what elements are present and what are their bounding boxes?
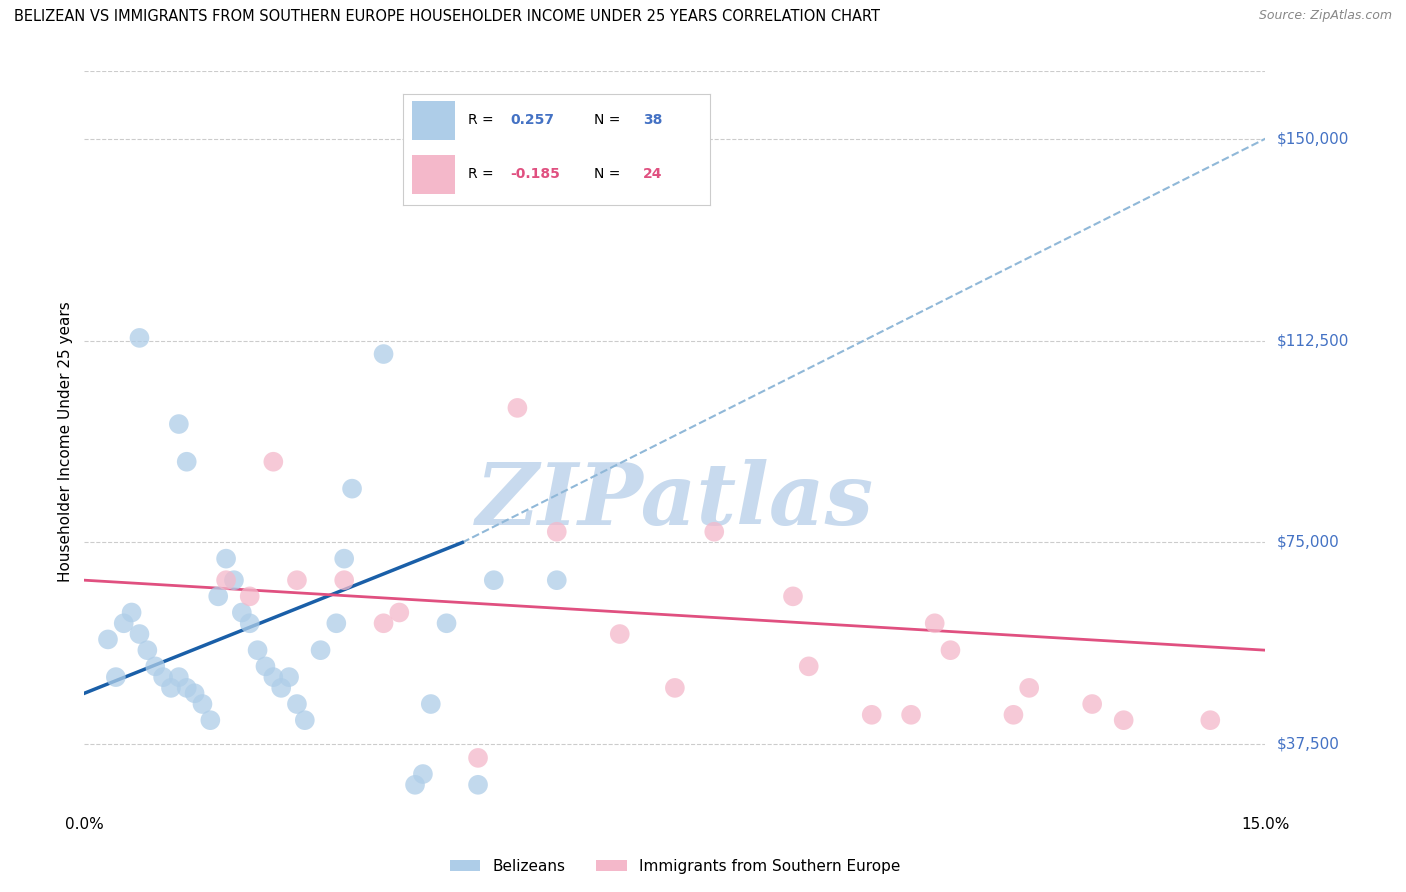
- Point: [939, 643, 962, 657]
- Point: [546, 573, 568, 587]
- Point: [325, 616, 347, 631]
- Point: [136, 643, 159, 657]
- Point: [467, 778, 489, 792]
- Point: [436, 616, 458, 631]
- Point: [215, 551, 238, 566]
- Point: [609, 627, 631, 641]
- Point: [262, 670, 284, 684]
- Point: [239, 616, 262, 631]
- Point: [207, 590, 229, 604]
- Point: [404, 778, 426, 792]
- Point: [128, 331, 150, 345]
- Point: [222, 573, 245, 587]
- Point: [309, 643, 332, 657]
- Point: [262, 455, 284, 469]
- Point: [246, 643, 269, 657]
- Point: [121, 606, 143, 620]
- Point: [1018, 681, 1040, 695]
- Point: [215, 573, 238, 587]
- Point: [183, 686, 205, 700]
- Point: [231, 606, 253, 620]
- Legend: Belizeans, Immigrants from Southern Europe: Belizeans, Immigrants from Southern Euro…: [443, 853, 907, 880]
- Point: [333, 573, 356, 587]
- Text: Source: ZipAtlas.com: Source: ZipAtlas.com: [1258, 9, 1392, 22]
- Text: ZIPatlas: ZIPatlas: [475, 459, 875, 542]
- Point: [104, 670, 127, 684]
- Point: [506, 401, 529, 415]
- Point: [797, 659, 820, 673]
- Point: [270, 681, 292, 695]
- Point: [143, 659, 166, 673]
- Y-axis label: Householder Income Under 25 years: Householder Income Under 25 years: [58, 301, 73, 582]
- Point: [412, 767, 434, 781]
- Text: $150,000: $150,000: [1277, 131, 1348, 146]
- Point: [160, 681, 183, 695]
- Point: [860, 707, 883, 722]
- Point: [782, 590, 804, 604]
- Point: [239, 590, 262, 604]
- Point: [546, 524, 568, 539]
- Point: [285, 697, 308, 711]
- Point: [664, 681, 686, 695]
- Text: $37,500: $37,500: [1277, 737, 1340, 752]
- Point: [388, 606, 411, 620]
- Point: [200, 713, 222, 727]
- Point: [373, 616, 395, 631]
- Point: [112, 616, 135, 631]
- Point: [1002, 707, 1025, 722]
- Text: $112,500: $112,500: [1277, 333, 1348, 348]
- Point: [254, 659, 277, 673]
- Point: [294, 713, 316, 727]
- Point: [703, 524, 725, 539]
- Point: [176, 455, 198, 469]
- Point: [900, 707, 922, 722]
- Point: [285, 573, 308, 587]
- Point: [1112, 713, 1135, 727]
- Point: [167, 417, 190, 431]
- Point: [167, 670, 190, 684]
- Point: [340, 482, 363, 496]
- Point: [373, 347, 395, 361]
- Point: [128, 627, 150, 641]
- Text: $75,000: $75,000: [1277, 535, 1340, 550]
- Point: [1199, 713, 1222, 727]
- Point: [278, 670, 301, 684]
- Point: [924, 616, 946, 631]
- Point: [1081, 697, 1104, 711]
- Point: [467, 751, 489, 765]
- Point: [482, 573, 505, 587]
- Point: [191, 697, 214, 711]
- Point: [152, 670, 174, 684]
- Text: BELIZEAN VS IMMIGRANTS FROM SOUTHERN EUROPE HOUSEHOLDER INCOME UNDER 25 YEARS CO: BELIZEAN VS IMMIGRANTS FROM SOUTHERN EUR…: [14, 9, 880, 24]
- Point: [176, 681, 198, 695]
- Point: [333, 551, 356, 566]
- Point: [97, 632, 120, 647]
- Point: [419, 697, 441, 711]
